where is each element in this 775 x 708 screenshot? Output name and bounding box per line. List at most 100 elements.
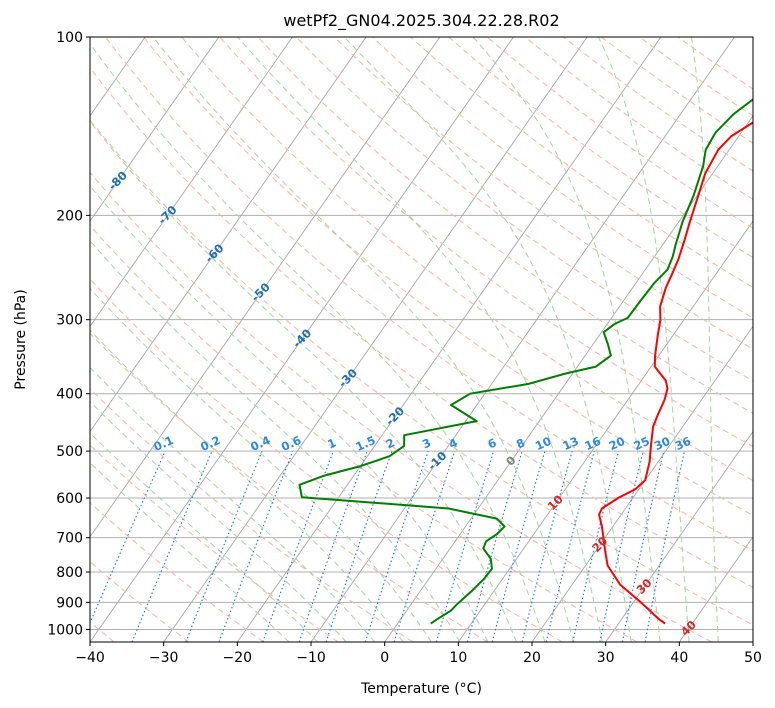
mixing-ratio-label: 36 [673, 434, 693, 453]
mixing-ratio-label: 6 [485, 435, 498, 451]
isotherm-line [310, 37, 735, 642]
x-tick-label: 50 [744, 650, 762, 666]
moist-adiabat-line [90, 462, 290, 642]
isotherm-label: 10 [545, 492, 566, 513]
isotherm-line [163, 37, 588, 642]
isotherm-label: 40 [678, 617, 699, 638]
dry-adiabat-line [333, 37, 753, 350]
y-tick-label: 300 [56, 313, 83, 329]
mixing-ratio-line [131, 450, 213, 642]
mixing-ratio-line [262, 450, 334, 642]
mixing-ratio-line [545, 450, 595, 642]
dry-adiabat-line [90, 332, 488, 642]
profile-series [298, 98, 753, 625]
moist-adiabat-line [90, 42, 546, 642]
mixing-ratio-line [644, 450, 686, 642]
y-tick-label: 500 [56, 444, 83, 460]
dry-adiabat-line [295, 37, 753, 382]
isotherm-line [531, 325, 753, 642]
isotherm-label: -100 [16, 79, 46, 109]
isotherm-label: -20 [383, 404, 408, 429]
mixing-ratio-label: 20 [607, 434, 627, 453]
isotherm-line [678, 535, 753, 642]
moist-adiabat-line [90, 287, 432, 642]
moist-adiabat-line [90, 329, 404, 642]
temperature-profile-line [598, 121, 753, 625]
mixing-ratio-line [218, 450, 294, 642]
mixing-ratio-label: 4 [447, 435, 460, 451]
isotherm-label: -80 [105, 168, 130, 193]
x-tick-label: 20 [523, 650, 541, 666]
mixing-ratio-line [491, 450, 546, 642]
isotherm-label: -60 [202, 241, 227, 266]
y-tick-label: 800 [56, 565, 83, 581]
mixing-ratio-label: 1 [325, 435, 338, 451]
dry-adiabat-line [639, 37, 753, 117]
dry-adiabat-line [448, 37, 753, 259]
dry-adiabat-line [143, 37, 753, 516]
x-tick-label: −20 [223, 650, 253, 666]
isotherm-label: -30 [336, 366, 361, 391]
mixing-ratio-label: 25 [631, 434, 651, 453]
dewpoint-profile-line [298, 98, 753, 625]
isotherm-line [90, 37, 514, 642]
moist-adiabat-line [237, 37, 603, 642]
mixing-ratio-line [435, 450, 495, 642]
mixing-ratio-line [90, 450, 166, 625]
mixing-ratio-line [325, 450, 393, 642]
dry-adiabat-line [90, 119, 753, 626]
mixing-ratio-line [393, 450, 456, 642]
moist-adiabat-line [90, 432, 319, 642]
dry-adiabat-line [219, 37, 753, 448]
mixing-ratio-line [599, 450, 644, 642]
mixing-ratio-label: 16 [583, 434, 603, 453]
y-axis-label: Pressure (hPa) [13, 289, 29, 389]
isotherm-line [90, 37, 220, 222]
mixing-ratio-line [521, 450, 573, 642]
x-tick-label: 30 [597, 650, 615, 666]
dry-adiabat-line [90, 444, 339, 642]
moist-adiabat-line [152, 37, 575, 642]
y-tick-label: 600 [56, 491, 83, 507]
isotherm-label: 30 [633, 576, 654, 597]
y-tick-label: 900 [56, 595, 83, 611]
x-tick-label: 40 [670, 650, 688, 666]
isotherm-label: -90 [59, 129, 84, 154]
y-tick-label: 700 [56, 531, 83, 547]
mixing-ratio-label: 30 [652, 434, 672, 453]
moist-adiabat-line [90, 366, 376, 642]
mixing-ratio-line [298, 450, 368, 642]
x-tick-label: −40 [75, 650, 105, 666]
moist-adiabat-line [90, 185, 489, 642]
dry-adiabat-line [90, 171, 712, 642]
chart-title: wetPf2_GN04.2025.304.22.28.R02 [283, 11, 559, 31]
moist-adiabat-line [343, 37, 632, 642]
dry-adiabat-line [181, 37, 753, 482]
isotherm-line [236, 37, 662, 642]
dry-adiabat-line [90, 502, 264, 642]
isotherm-line [90, 37, 441, 538]
isotherm-label: -70 [155, 203, 180, 228]
mixing-ratio-line [572, 450, 620, 642]
x-tick-label: −30 [149, 650, 179, 666]
dry-adiabat-line [601, 37, 753, 144]
isotherm-line [752, 641, 753, 642]
isotherm-line [90, 37, 293, 328]
moist-adiabat-line [90, 120, 517, 642]
line-labels: 0.1 0.2 0.4 0.6 1 1.5 2 3 4 6 8 10 13 16 20 25 30 36-100-… [16, 79, 699, 638]
x-tick-label: 10 [449, 650, 467, 666]
x-tick-label: −10 [296, 650, 326, 666]
moist-adiabat-line [598, 37, 690, 642]
dry-adiabat-line [104, 37, 753, 552]
mixing-ratio-line [466, 450, 523, 642]
mixing-ratio-line [185, 450, 263, 642]
mixing-ratio-line [364, 450, 429, 642]
dry-adiabat-line [410, 37, 753, 289]
background-lines [90, 37, 753, 642]
axes: −40 −30 −20 −10 0 10 20 30 40 5010020030040050060… [47, 30, 762, 666]
moist-adiabat-line [472, 37, 661, 642]
x-axis-label: Temperature (°C) [360, 681, 482, 697]
dry-adiabat-line [90, 388, 414, 642]
y-tick-label: 1000 [47, 622, 83, 638]
